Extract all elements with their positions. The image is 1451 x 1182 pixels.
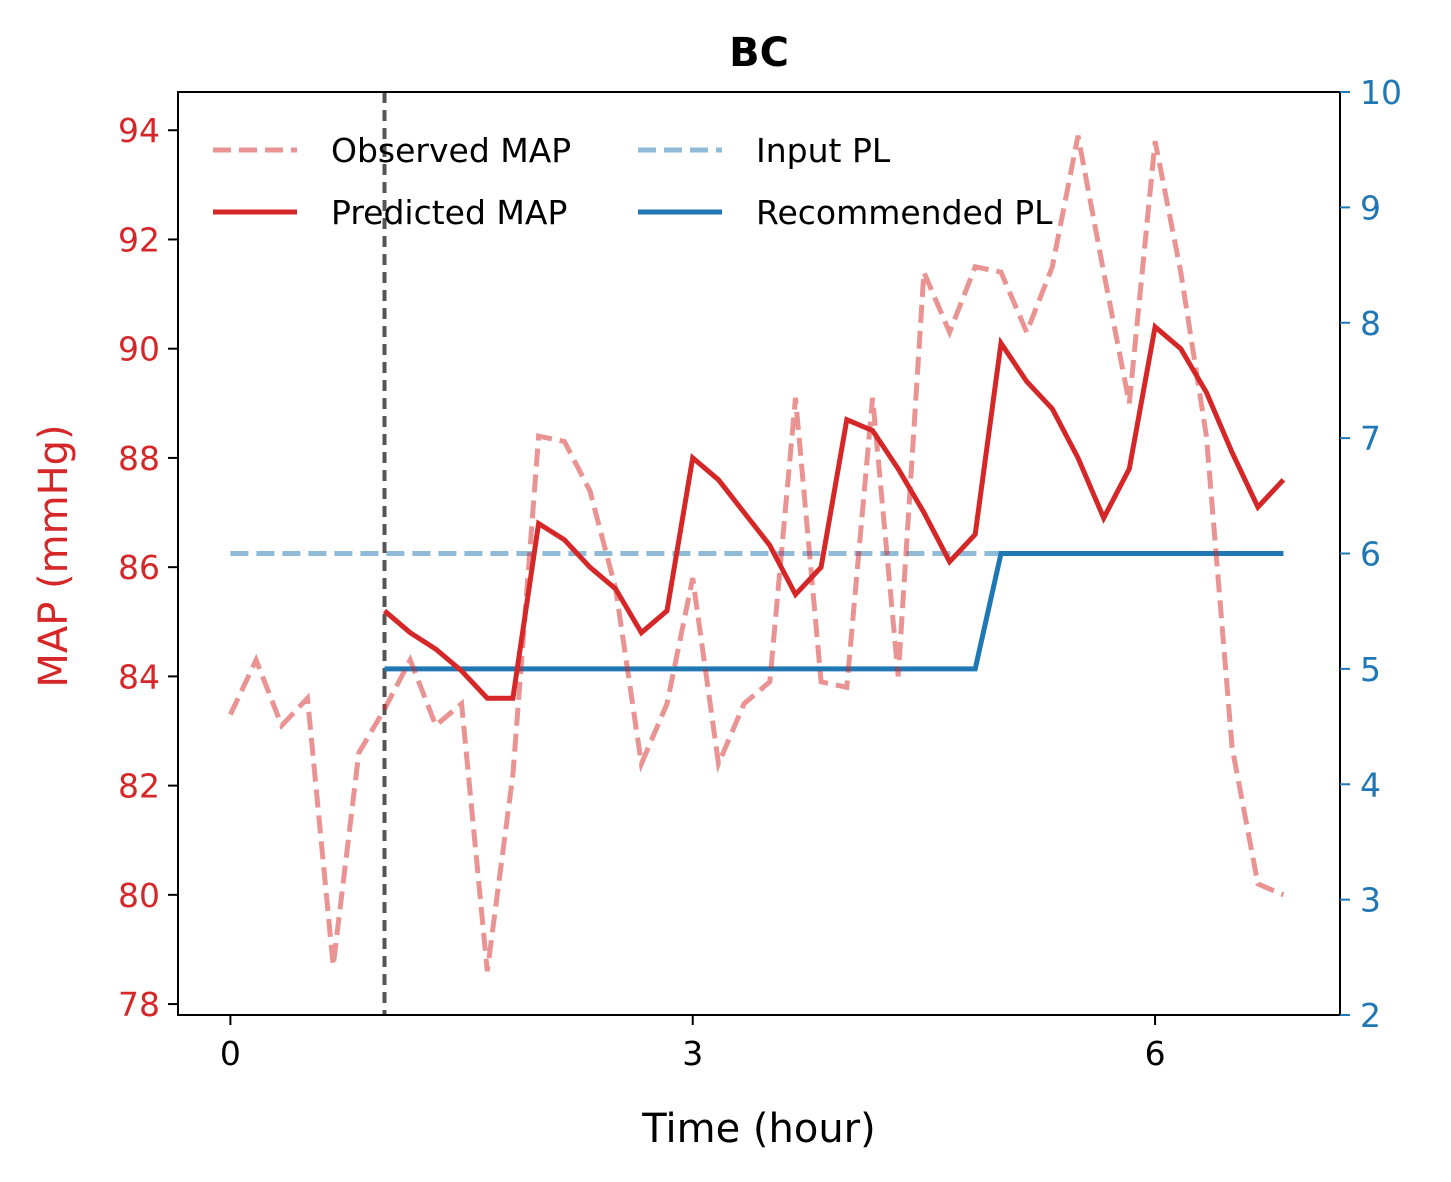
y-right-tick-label: 3 bbox=[1360, 881, 1381, 920]
y-right-tick-label: 5 bbox=[1360, 650, 1381, 689]
x-tick-label: 3 bbox=[682, 1034, 703, 1073]
y-left-tick-label: 92 bbox=[118, 220, 160, 259]
y-axis-left: 78 80 82 84 86 88 90 92 94 bbox=[118, 111, 178, 1024]
series-line-predicted-map bbox=[382, 322, 1286, 701]
y-axis-right: 2 3 4 5 6 7 8 9 10 bbox=[1340, 73, 1402, 1035]
chart-title: BC bbox=[729, 30, 789, 76]
y-axis-left-label: MAP (mmHg) bbox=[31, 424, 77, 687]
y-left-tick-label: 86 bbox=[118, 548, 160, 587]
y-right-tick-label: 7 bbox=[1360, 419, 1381, 458]
y-left-tick-label: 90 bbox=[118, 330, 160, 369]
legend-label: Recommended PL bbox=[756, 193, 1053, 232]
x-tick-label: 0 bbox=[220, 1034, 241, 1073]
y-left-tick-label: 94 bbox=[118, 111, 160, 150]
y-left-tick-label: 78 bbox=[118, 985, 160, 1024]
y-left-tick-label: 80 bbox=[118, 876, 160, 915]
legend-label: Observed MAP bbox=[331, 131, 571, 170]
y-right-tick-label: 9 bbox=[1360, 188, 1381, 227]
y-right-tick-label: 6 bbox=[1360, 535, 1381, 574]
legend-label: Predicted MAP bbox=[331, 193, 567, 232]
y-right-tick-label: 2 bbox=[1360, 996, 1381, 1035]
x-tick-label: 6 bbox=[1145, 1034, 1166, 1073]
series-line-recommended-pl bbox=[384, 551, 1284, 672]
plot-area bbox=[228, 92, 1286, 1015]
y-right-tick-label: 10 bbox=[1360, 73, 1402, 112]
y-left-tick-label: 82 bbox=[118, 767, 160, 806]
y-left-tick-label: 88 bbox=[118, 439, 160, 478]
x-axis-label: Time (hour) bbox=[641, 1106, 875, 1152]
legend-label: Input PL bbox=[756, 131, 891, 170]
y-right-tick-label: 4 bbox=[1360, 765, 1381, 804]
legend: Observed MAP Predicted MAP Input PL Recomme… bbox=[213, 131, 1053, 232]
y-left-tick-label: 84 bbox=[118, 657, 160, 696]
x-axis: 0 3 6 bbox=[220, 1015, 1166, 1073]
y-right-tick-label: 8 bbox=[1360, 304, 1381, 343]
